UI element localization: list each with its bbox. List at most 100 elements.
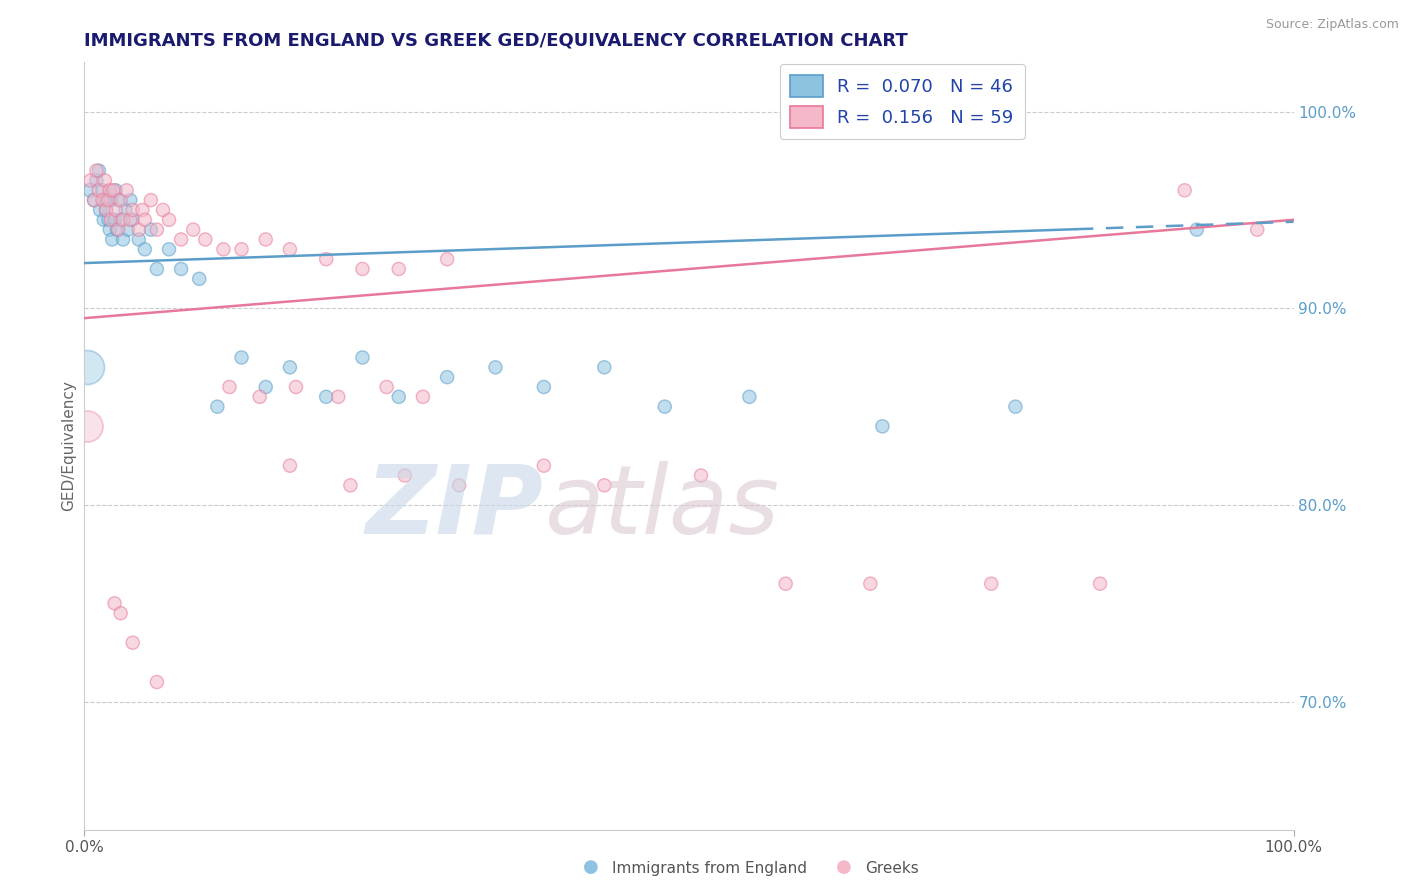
Point (112, 232, 135, 246)
Point (278, 242, 301, 256)
Point (76, 419, 98, 434)
Point (315, 390, 337, 404)
Point (1174, 183, 1197, 197)
Point (115, 183, 138, 197)
Point (352, 262, 374, 277)
Point (388, 390, 411, 404)
Point (128, 222, 150, 236)
Point (93, 212, 115, 227)
Point (76, 360, 98, 375)
Point (375, 380, 398, 394)
Point (231, 242, 253, 256)
Point (484, 360, 506, 375)
Point (87, 183, 110, 197)
Point (107, 222, 129, 236)
Point (104, 183, 127, 197)
Point (104, 596, 127, 610)
Point (533, 458, 555, 473)
Point (593, 478, 616, 492)
Point (188, 272, 211, 286)
Point (110, 606, 132, 620)
Point (872, 419, 894, 434)
Point (100, 212, 122, 227)
Point (654, 400, 676, 414)
Point (91, 183, 114, 197)
Point (157, 212, 180, 227)
Point (207, 400, 229, 414)
Point (79, 183, 101, 197)
Point (134, 212, 156, 227)
Point (254, 380, 277, 394)
Point (1004, 400, 1026, 414)
Point (87, 163, 110, 178)
Point (775, 576, 797, 591)
Point (533, 380, 555, 394)
Point (315, 252, 337, 267)
Point (101, 232, 124, 246)
Point (328, 390, 350, 404)
Point (110, 212, 132, 227)
Point (94, 173, 117, 187)
Point (97, 193, 120, 207)
Point (1088, 576, 1111, 591)
Point (218, 380, 240, 394)
Point (86, 173, 108, 187)
Point (105, 222, 128, 236)
Point (83, 193, 105, 207)
Point (139, 222, 162, 236)
Text: IMMIGRANTS FROM ENGLAND VS GREEK GED/EQUIVALENCY CORRELATION CHART: IMMIGRANTS FROM ENGLAND VS GREEK GED/EQU… (84, 32, 908, 50)
Point (436, 252, 458, 267)
Point (146, 262, 169, 277)
Point (980, 576, 1002, 591)
Point (121, 202, 143, 217)
Point (254, 232, 277, 246)
Point (146, 222, 169, 236)
Point (104, 212, 127, 227)
Point (86, 163, 108, 178)
Point (249, 390, 271, 404)
Point (91, 193, 114, 207)
Point (212, 242, 235, 256)
Point (94, 193, 117, 207)
Point (181, 222, 204, 236)
Point (117, 222, 139, 236)
Point (94, 202, 117, 217)
Text: Source: ZipAtlas.com: Source: ZipAtlas.com (1265, 18, 1399, 31)
Point (79, 173, 101, 187)
Point (98, 222, 121, 236)
Text: ●: ● (835, 858, 852, 876)
Point (388, 262, 411, 277)
Point (157, 242, 180, 256)
Point (89, 202, 111, 217)
Point (1185, 222, 1208, 236)
Point (738, 390, 761, 404)
Point (170, 262, 193, 277)
Point (436, 370, 458, 384)
Point (107, 193, 129, 207)
Point (352, 351, 374, 365)
Point (121, 212, 143, 227)
Point (134, 242, 156, 256)
Point (104, 202, 127, 217)
Point (412, 390, 434, 404)
Point (859, 576, 882, 591)
Point (170, 232, 193, 246)
Point (139, 193, 162, 207)
Point (97, 212, 120, 227)
Text: ●: ● (582, 858, 599, 876)
Point (278, 458, 301, 473)
Point (112, 212, 135, 227)
Point (131, 202, 153, 217)
Point (394, 468, 416, 483)
Point (278, 360, 301, 375)
Point (100, 193, 122, 207)
Point (121, 636, 143, 650)
Text: Immigrants from England: Immigrants from England (612, 861, 807, 876)
Legend: R =  0.070   N = 46, R =  0.156   N = 59: R = 0.070 N = 46, R = 0.156 N = 59 (780, 64, 1025, 138)
Point (284, 380, 308, 394)
Point (120, 212, 142, 227)
Point (690, 468, 713, 483)
Point (110, 193, 132, 207)
Point (103, 183, 125, 197)
Text: ZIP: ZIP (366, 461, 544, 554)
